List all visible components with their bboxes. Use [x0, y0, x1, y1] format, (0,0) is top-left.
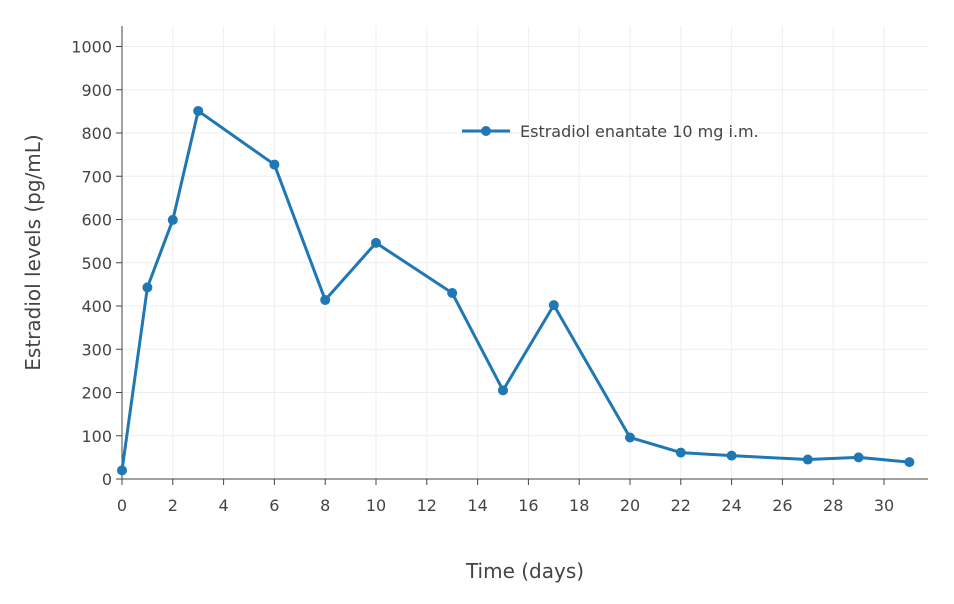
x-tick-label: 18	[569, 496, 589, 515]
legend-label: Estradiol enantate 10 mg i.m.	[520, 122, 759, 141]
x-tick-label: 16	[518, 496, 538, 515]
data-point[interactable]	[675, 447, 686, 458]
data-point[interactable]	[625, 432, 635, 443]
x-tick-label: 4	[219, 496, 229, 515]
data-point[interactable]	[371, 237, 381, 248]
data-point[interactable]	[447, 288, 458, 299]
x-tick-label: 24	[721, 496, 741, 515]
y-tick-label: 200	[81, 384, 112, 403]
y-tick-label: 700	[81, 167, 112, 186]
data-point[interactable]	[853, 452, 864, 463]
data-point[interactable]	[193, 105, 204, 116]
x-tick-label: 6	[269, 496, 279, 515]
y-tick-label: 900	[81, 81, 112, 100]
x-tick-label: 0	[117, 496, 127, 515]
data-point[interactable]	[498, 385, 508, 396]
y-axis-title: Estradiol levels (pg/mL)	[21, 134, 45, 370]
y-tick-label: 500	[81, 254, 112, 273]
data-point[interactable]	[548, 300, 559, 311]
x-axis-title: Time (days)	[465, 559, 584, 583]
data-point[interactable]	[726, 450, 737, 461]
y-tick-label: 0	[102, 470, 112, 489]
x-tick-label: 12	[417, 496, 437, 515]
y-tick-label: 100	[81, 427, 112, 446]
series-line	[120, 109, 911, 472]
series-layer	[117, 105, 915, 476]
x-tick-label: 14	[467, 496, 487, 515]
x-tick-label: 26	[772, 496, 792, 515]
data-point[interactable]	[904, 457, 915, 468]
data-point[interactable]	[269, 159, 280, 170]
x-tick-label: 22	[671, 496, 691, 515]
data-point[interactable]	[320, 294, 331, 305]
x-tick-label: 10	[366, 496, 386, 515]
data-point[interactable]	[142, 282, 153, 293]
legend[interactable]: Estradiol enantate 10 mg i.m.	[462, 122, 759, 141]
x-tick-label: 30	[874, 496, 894, 515]
data-point[interactable]	[117, 465, 127, 476]
data-point[interactable]	[167, 214, 178, 225]
legend-marker	[481, 126, 491, 136]
grid	[122, 26, 928, 479]
x-tick-label: 28	[823, 496, 843, 515]
y-tick-label: 800	[81, 124, 112, 143]
x-tick-label: 2	[168, 496, 178, 515]
y-tick-label: 300	[81, 340, 112, 359]
x-tick-label: 8	[320, 496, 330, 515]
y-tick-label: 400	[81, 297, 112, 316]
data-point[interactable]	[802, 454, 813, 465]
y-tick-label: 1000	[71, 38, 112, 57]
x-tick-label: 20	[620, 496, 640, 515]
y-tick-label: 600	[81, 211, 112, 230]
